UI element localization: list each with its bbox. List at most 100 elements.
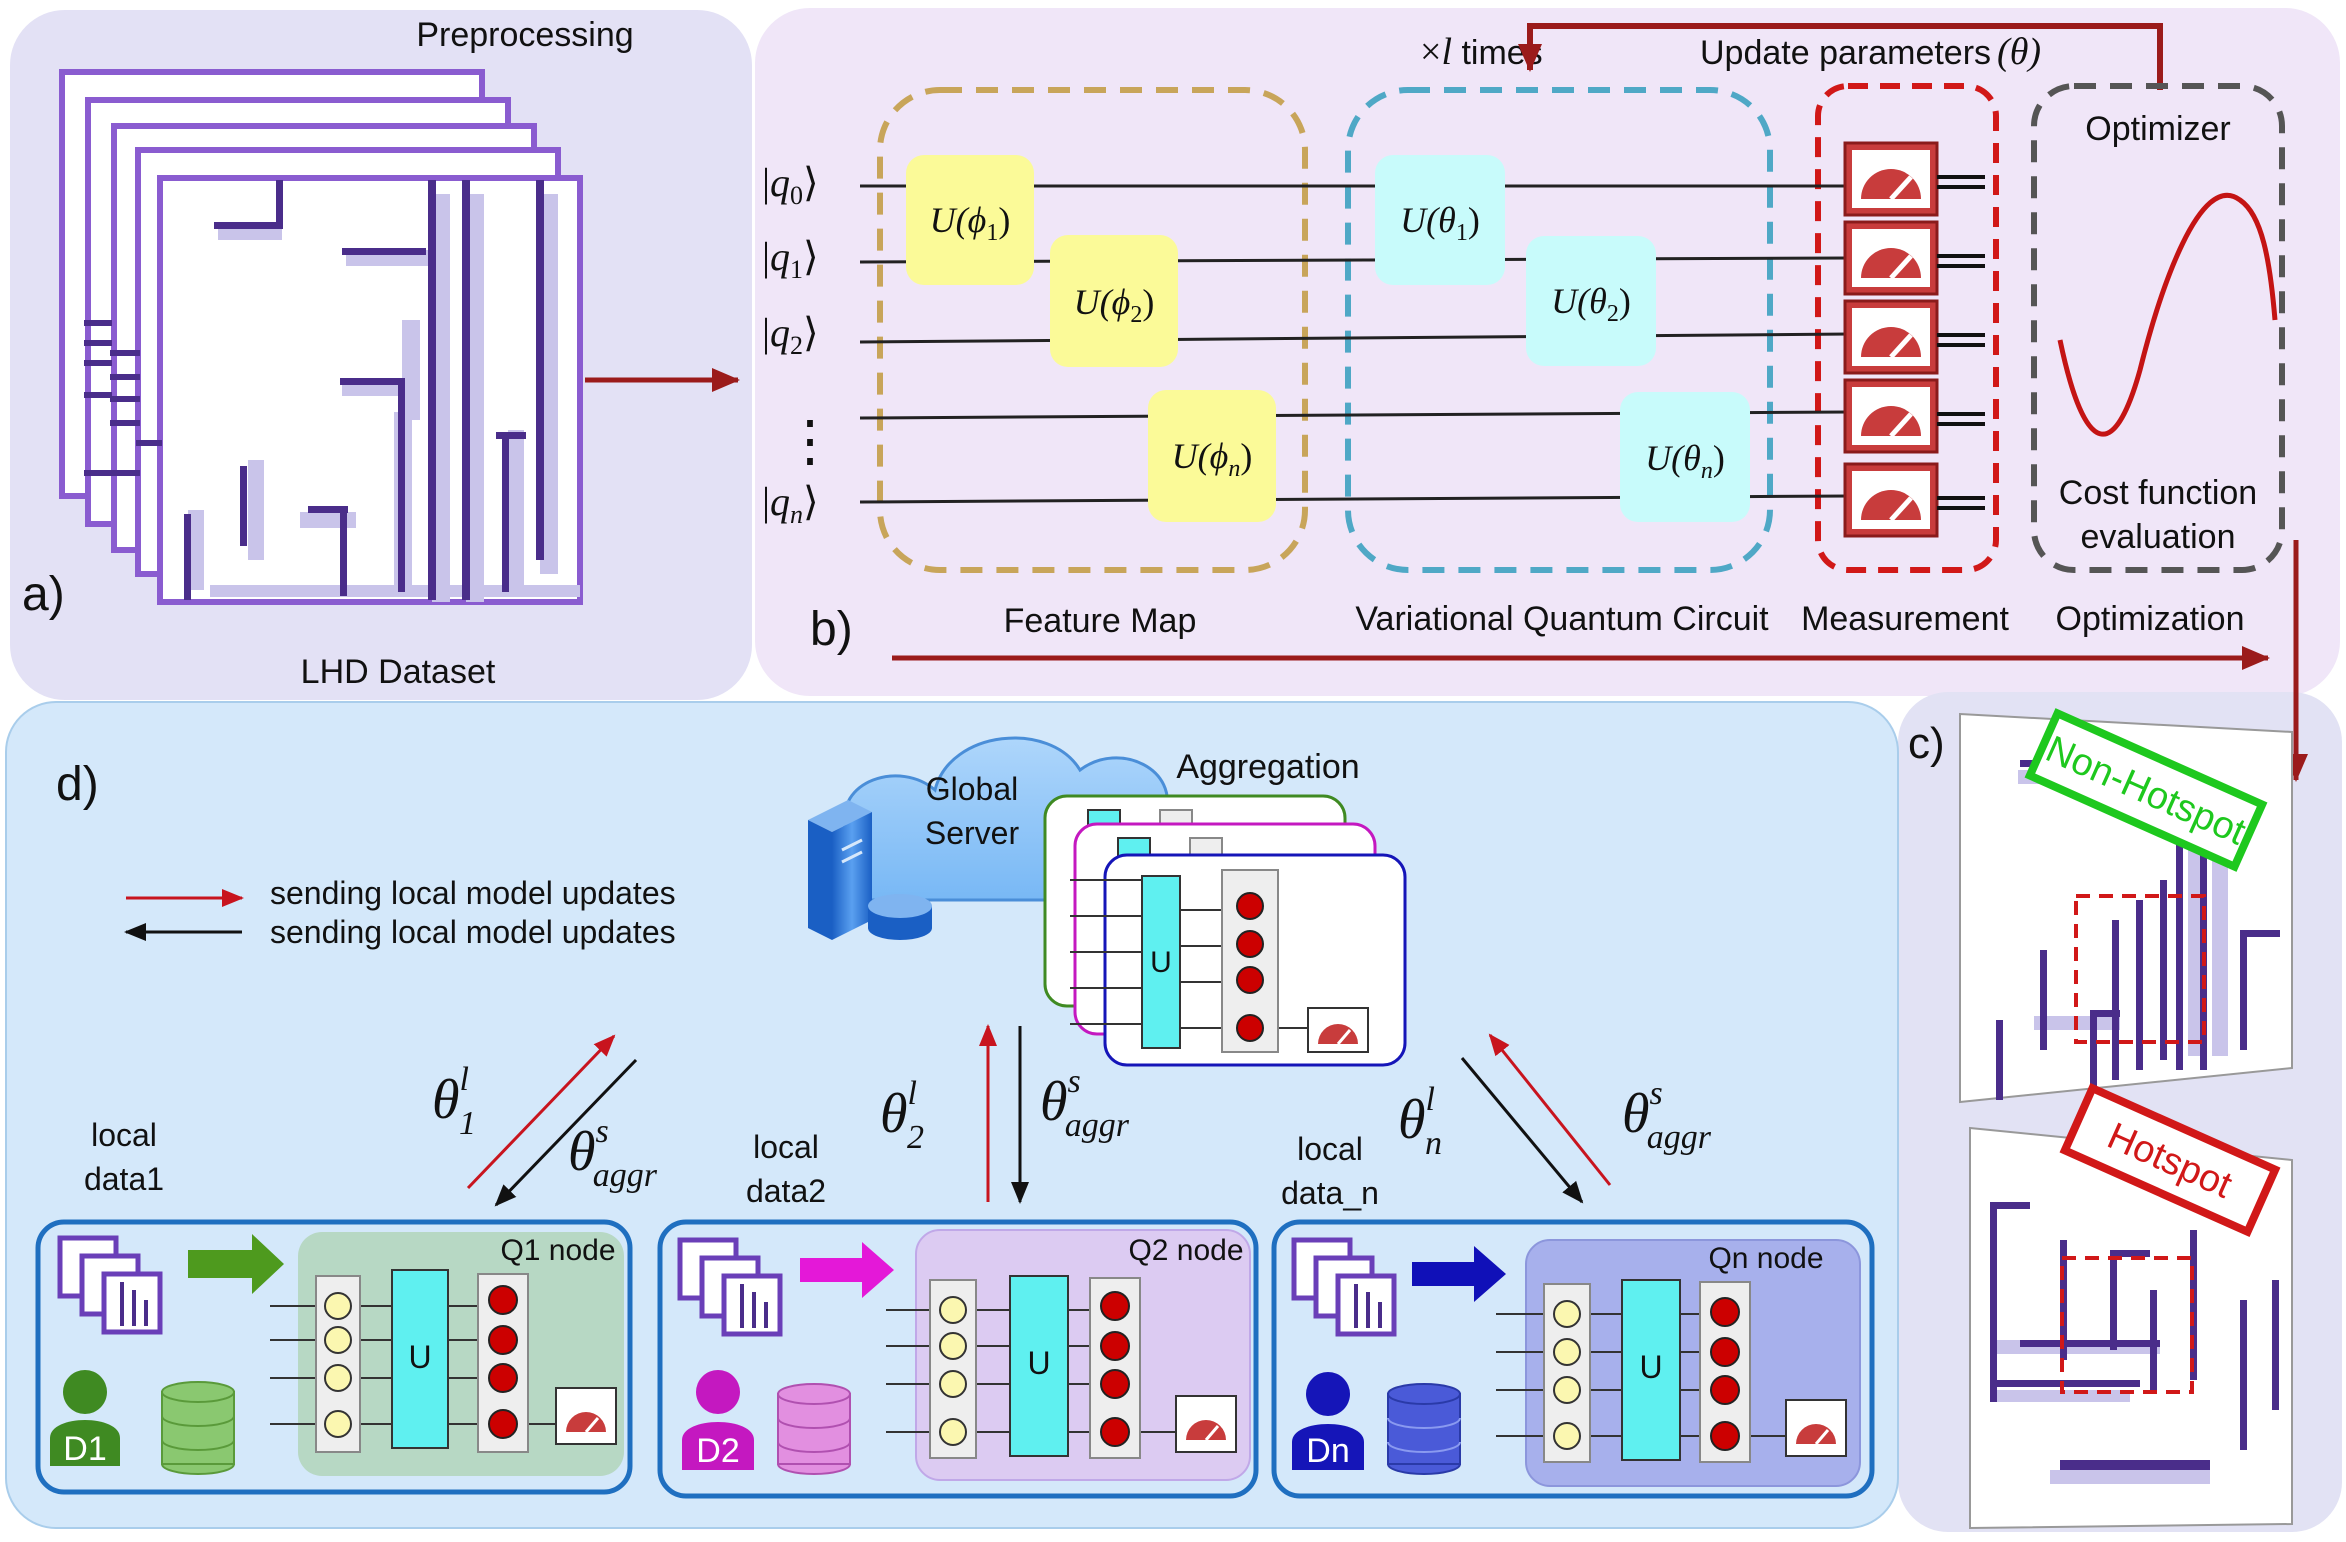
- user-icon: [50, 1370, 120, 1466]
- variational-gate-2-label: U(θ2): [1551, 281, 1631, 327]
- q2-node-box: [915, 1229, 1251, 1481]
- database-icon: [161, 1381, 235, 1475]
- stage-label-optimization: Optimization: [2056, 600, 2245, 638]
- variational-gate-n-label: U(θn): [1645, 438, 1725, 484]
- qn-node-label: Qn node: [1708, 1242, 1823, 1275]
- variational-gates: U(θ1) U(θ2) U(θn): [1375, 155, 1750, 522]
- aggregation-stack: U: [1043, 794, 1407, 1067]
- qubit-dots: ⋮: [782, 411, 838, 473]
- dataset-icon: [677, 1237, 783, 1337]
- q2-node: D2 Q2 node: [657, 1219, 1259, 1499]
- theta-local-1: θl 1: [432, 1061, 476, 1142]
- optimizer-box: [2031, 83, 2285, 573]
- feature-map-box: [877, 87, 1308, 573]
- non-hotspot-clip: Non-Hotspot: [1959, 708, 2293, 1104]
- panel-d: d) Global Server Aggregation: [35, 736, 1875, 1499]
- theta-local-n: θl n: [1398, 1081, 1442, 1162]
- cost-function-label-2: evaluation: [2080, 518, 2235, 556]
- meter-icon: [1843, 141, 1985, 217]
- panel-b-letter: b): [810, 603, 853, 656]
- local-data-1-label-1: local: [91, 1117, 157, 1153]
- panel-c-letter: c): [1908, 719, 1945, 768]
- cost-function-label-1: Cost function: [2059, 474, 2257, 512]
- meter-icon: [1843, 299, 1985, 375]
- legend: sending local model updates sending loca…: [124, 875, 676, 950]
- local-data-1-label-2: data1: [84, 1161, 164, 1197]
- q1-node-box: [298, 1232, 624, 1476]
- variational-gate-1-label: U(θ1): [1400, 200, 1480, 246]
- meter-icon: [1785, 1399, 1847, 1457]
- user-icon: [682, 1370, 754, 1470]
- theta-aggr-2: θs aggr: [1040, 1063, 1130, 1144]
- node-2-arrow: [800, 1242, 894, 1298]
- stage-label-feature-map: Feature Map: [1004, 602, 1197, 640]
- panel-a-title: Preprocessing: [416, 16, 633, 54]
- panel-b: b) ×l times Update parameters (θ) |q0⟩ |q…: [762, 23, 2308, 782]
- feature-gates: U(ϕ1) U(ϕ2) U(ϕn): [906, 155, 1276, 522]
- q1-node-label: Q1 node: [500, 1234, 615, 1267]
- qn-node-box: [1525, 1239, 1861, 1487]
- hotspot-clip: Hotspot: [1969, 1082, 2293, 1530]
- database-icon: [1387, 1383, 1461, 1475]
- server-label-2: Server: [925, 815, 1020, 851]
- aggregation-u-label: U: [1150, 946, 1172, 979]
- q2-node-label: Q2 node: [1128, 1234, 1243, 1267]
- meter-icon: [1175, 1395, 1237, 1453]
- theta-aggr-n: θs aggr: [1622, 1075, 1712, 1156]
- user-d2-label: D2: [696, 1432, 739, 1470]
- feature-gate-n-label: U(ϕn): [1172, 436, 1253, 482]
- update-feedback-arrow: [1518, 23, 2163, 90]
- qn-u-label: U: [1639, 1349, 1662, 1385]
- node-n-arrow: [1412, 1246, 1506, 1302]
- node-1-arrow: [188, 1234, 284, 1294]
- panel-a-caption: LHD Dataset: [301, 653, 496, 691]
- local-data-n-label-1: local: [1297, 1131, 1363, 1167]
- layout-stack: [59, 69, 583, 605]
- stage-label-measurement: Measurement: [1801, 600, 2009, 638]
- qn-node: Dn Qn node: [1271, 1219, 1875, 1499]
- meter-icon: [555, 1387, 617, 1445]
- server-icon: [808, 800, 932, 940]
- user-dn-label: Dn: [1306, 1432, 1349, 1470]
- variational-gate-2: [1526, 236, 1656, 366]
- feature-gate-1-label: U(ϕ1): [930, 200, 1011, 246]
- theta-aggr-1: θs aggr: [568, 1113, 658, 1194]
- legend-text-1: sending local model updates: [270, 875, 676, 911]
- q2-circuit: U: [886, 1275, 1237, 1459]
- optimizer-title: Optimizer: [2085, 110, 2230, 148]
- feature-gate-1: [906, 155, 1034, 285]
- legend-text-2: sending local model updates: [270, 914, 676, 950]
- panel-d-letter: d): [56, 758, 99, 811]
- q1-u-label: U: [408, 1339, 431, 1375]
- feature-gate-2: [1050, 235, 1178, 367]
- meter-icon: [1843, 220, 1985, 296]
- meter-icon: [1307, 1007, 1369, 1053]
- qubit-label-qn: |qn⟩: [762, 479, 819, 529]
- database-icon: [777, 1383, 851, 1475]
- meter-icon: [1843, 462, 1985, 538]
- theta-labels: θl 1 θs aggr θl 2 θs aggr θl n θs aggr: [432, 1061, 1712, 1194]
- dataset-icon: [57, 1235, 163, 1335]
- variational-gate-n: [1620, 392, 1750, 522]
- repeat-label: ×l times: [1420, 31, 1543, 73]
- local-data-2-label-1: local: [753, 1129, 819, 1165]
- cost-curve: [2057, 192, 2278, 437]
- q2-u-label: U: [1027, 1345, 1050, 1381]
- communication-arrows: [466, 1024, 1612, 1207]
- dataset-icon: [1291, 1237, 1397, 1337]
- meter-icon: [1843, 378, 1985, 454]
- theta-local-2: θl 2: [880, 1075, 924, 1156]
- measurement-meters: [1843, 141, 1985, 538]
- hotspot-region: [2060, 1256, 2194, 1394]
- layout-clip-back-patterns: [84, 320, 162, 476]
- layout-clip-front-wires: [184, 180, 580, 602]
- aggregation-label: Aggregation: [1176, 748, 1359, 786]
- variational-circuit-box: [1345, 87, 1773, 573]
- update-parameters-label: Update parameters (θ): [1700, 31, 2041, 73]
- panel-a: Preprocessing a) LHD Dataset: [22, 16, 740, 691]
- q1-node: D1 Q1 node: [35, 1219, 633, 1495]
- feature-gate-n: [1148, 390, 1276, 522]
- user-d1-label: D1: [63, 1430, 106, 1468]
